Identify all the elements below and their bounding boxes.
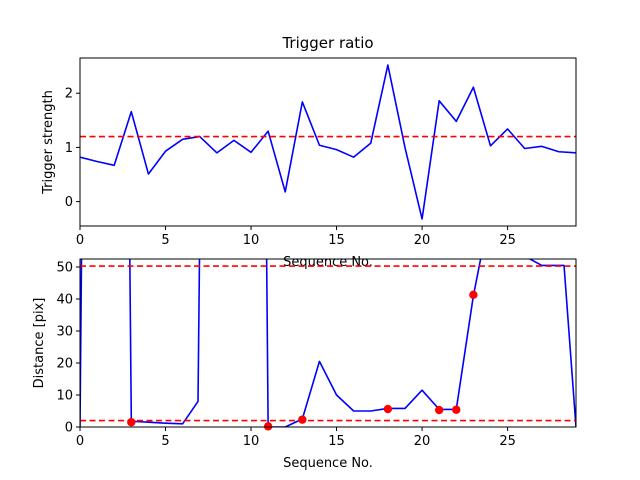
bottom-x-tick-label: 15 [328, 434, 345, 449]
top-x-axis-label: Sequence No. [283, 255, 373, 270]
top-y-axis-label: Trigger strength [41, 90, 56, 195]
top-y-tick-label: 1 [65, 141, 73, 156]
bottom-plot-clip [80, 259, 576, 427]
top-series-line [80, 64, 576, 220]
bottom-y-axis-label: Distance [pix] [32, 298, 47, 389]
top-x-tick-label: 15 [328, 233, 345, 248]
bottom-marker-point [469, 290, 478, 300]
bottom-marker-point [298, 415, 307, 424]
bottom-y-tick-label: 50 [56, 261, 73, 276]
top-chart-title: Trigger ratio [281, 34, 373, 52]
bottom-subplot: Sequence No. Distance [pix] 0 5 10 15 20 25 0 1… [32, 258, 577, 471]
top-plot-area: 0 5 10 15 20 25 0 1 2 [65, 57, 577, 248]
bottom-x-axis-label: Sequence No. [283, 456, 373, 471]
bottom-y-tick-label: 0 [65, 421, 73, 436]
bottom-series-line [80, 259, 576, 427]
top-plot-clip [80, 64, 576, 220]
bottom-x-tick-label: 10 [243, 434, 260, 449]
bottom-y-tick-label: 40 [56, 293, 73, 308]
top-y-tick-label: 2 [65, 87, 73, 102]
bottom-plot-area: 0 5 10 15 20 25 0 10 20 30 40 50 [56, 258, 577, 449]
bottom-marker-point [127, 418, 136, 427]
bottom-marker-point [434, 405, 444, 415]
top-x-tick-label: 0 [76, 233, 84, 248]
bottom-y-tick-label: 20 [56, 357, 73, 372]
bottom-y-tick-label: 30 [56, 325, 73, 340]
top-axes-frame [79, 57, 577, 227]
bottom-marker-point [263, 422, 273, 431]
top-x-tick-label: 20 [414, 233, 431, 248]
top-x-tick-label: 25 [499, 233, 516, 248]
bottom-x-tick-label: 25 [499, 434, 516, 449]
top-x-tick-label: 5 [161, 233, 169, 248]
top-x-tick-label: 10 [243, 233, 260, 248]
bottom-axes-frame [79, 258, 577, 428]
bottom-x-tick-label: 0 [76, 434, 84, 449]
bottom-x-tick-label: 5 [161, 434, 169, 449]
bottom-y-tick-label: 10 [56, 389, 73, 404]
bottom-marker-point [452, 405, 461, 414]
bottom-marker-point [383, 404, 393, 414]
bottom-x-tick-label: 20 [414, 434, 431, 449]
top-y-tick-label: 0 [65, 195, 73, 210]
